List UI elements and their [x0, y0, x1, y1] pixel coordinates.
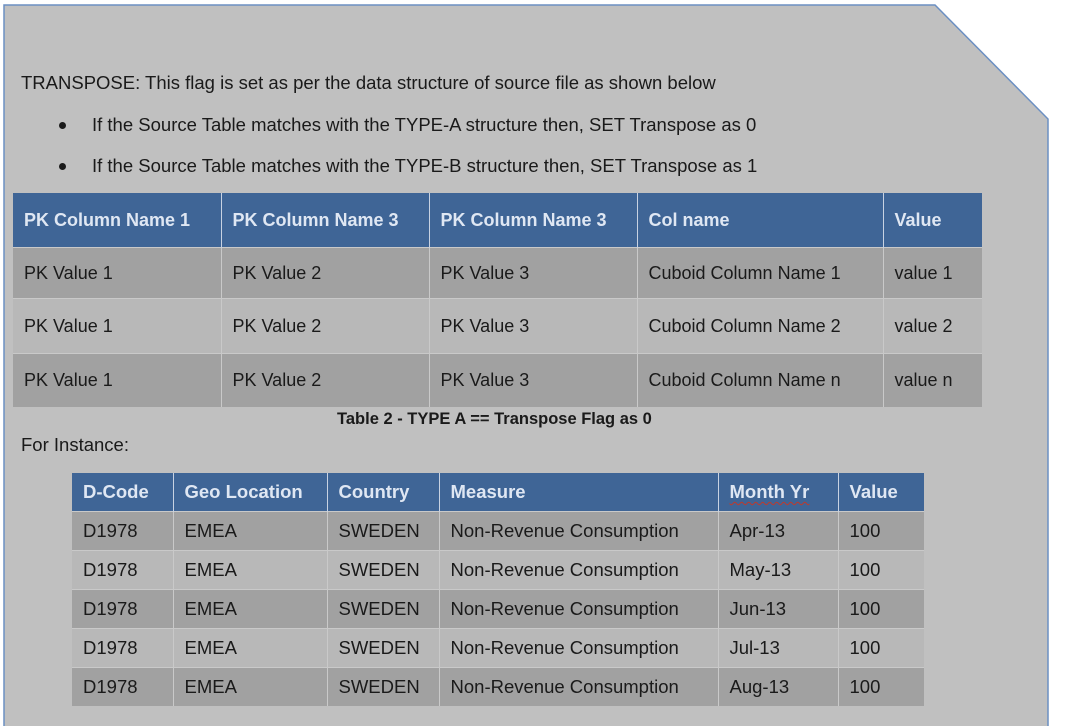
table-cell: Non-Revenue Consumption	[439, 667, 719, 706]
table-cell: PK Value 1	[13, 298, 222, 354]
table-cell: EMEA	[173, 667, 328, 706]
table-row: D1978 EMEA SWEDEN Non-Revenue Consumptio…	[72, 628, 924, 668]
table-cell: 100	[838, 511, 924, 551]
table-cell: D1978	[72, 550, 174, 590]
table-cell: Non-Revenue Consumption	[439, 628, 719, 668]
column-header: PK Column Name 1	[13, 193, 222, 248]
table-row: D1978 EMEA SWEDEN Non-Revenue Consumptio…	[72, 589, 924, 629]
table-cell: Jun-13	[718, 589, 839, 629]
column-header: Col name	[637, 193, 884, 248]
table-cell: Cuboid Column Name 2	[637, 298, 884, 354]
column-header: Month Yr	[718, 473, 839, 512]
table-header-row: D-Code Geo Location Country Measure Mont…	[72, 473, 924, 512]
bullet-dot-icon	[59, 163, 66, 170]
table-row: PK Value 1 PK Value 2 PK Value 3 Cuboid …	[13, 353, 982, 407]
column-header: PK Column Name 3	[221, 193, 430, 248]
table-cell: value n	[883, 353, 982, 407]
table-cell: Jul-13	[718, 628, 839, 668]
column-header: Value	[883, 193, 982, 248]
table-row: D1978 EMEA SWEDEN Non-Revenue Consumptio…	[72, 667, 924, 706]
column-header: Geo Location	[173, 473, 328, 512]
table-cell: EMEA	[173, 628, 328, 668]
table-cell: PK Value 3	[429, 298, 638, 354]
table-cell: D1978	[72, 589, 174, 629]
column-header: PK Column Name 3	[429, 193, 638, 248]
table-cell: 100	[838, 628, 924, 668]
bullet-text: If the Source Table matches with the TYP…	[92, 155, 758, 176]
table-cell: D1978	[72, 511, 174, 551]
example-table: D-Code Geo Location Country Measure Mont…	[72, 473, 924, 706]
table-caption: Table 2 - TYPE A == Transpose Flag as 0	[337, 410, 652, 428]
table-cell: PK Value 3	[429, 353, 638, 407]
column-header: Measure	[439, 473, 719, 512]
table-cell: PK Value 1	[13, 353, 222, 407]
table-cell: SWEDEN	[327, 589, 440, 629]
bullet-dot-icon	[59, 122, 66, 129]
table-cell: 100	[838, 550, 924, 590]
table-cell: D1978	[72, 628, 174, 668]
table-cell: May-13	[718, 550, 839, 590]
column-header: Value	[838, 473, 924, 512]
table-cell: PK Value 1	[13, 247, 222, 299]
table-cell: EMEA	[173, 589, 328, 629]
column-header: D-Code	[72, 473, 174, 512]
table-cell: D1978	[72, 667, 174, 706]
table-cell: PK Value 2	[221, 247, 430, 299]
column-header: Country	[327, 473, 440, 512]
table-cell: 100	[838, 667, 924, 706]
table-row: D1978 EMEA SWEDEN Non-Revenue Consumptio…	[72, 550, 924, 590]
bullet-text: If the Source Table matches with the TYP…	[92, 114, 757, 135]
transpose-intro-text: TRANSPOSE: This flag is set as per the d…	[21, 72, 716, 93]
table-cell: PK Value 2	[221, 353, 430, 407]
table-cell: 100	[838, 589, 924, 629]
table-cell: PK Value 2	[221, 298, 430, 354]
table-cell: SWEDEN	[327, 667, 440, 706]
table-cell: PK Value 3	[429, 247, 638, 299]
month-yr-header-text: Month Yr	[729, 481, 810, 502]
table-cell: Non-Revenue Consumption	[439, 550, 719, 590]
for-instance-label: For Instance:	[21, 434, 129, 455]
table-header-row: PK Column Name 1 PK Column Name 3 PK Col…	[13, 193, 982, 248]
table-cell: Cuboid Column Name 1	[637, 247, 884, 299]
table-cell: SWEDEN	[327, 511, 440, 551]
table-cell: Aug-13	[718, 667, 839, 706]
table-row: PK Value 1 PK Value 2 PK Value 3 Cuboid …	[13, 298, 982, 354]
table-cell: SWEDEN	[327, 550, 440, 590]
table-row: D1978 EMEA SWEDEN Non-Revenue Consumptio…	[72, 511, 924, 551]
type-a-table: PK Column Name 1 PK Column Name 3 PK Col…	[13, 193, 982, 407]
table-cell: EMEA	[173, 511, 328, 551]
table-cell: Apr-13	[718, 511, 839, 551]
table-cell: Non-Revenue Consumption	[439, 589, 719, 629]
table-cell: EMEA	[173, 550, 328, 590]
table-cell: value 2	[883, 298, 982, 354]
table-cell: value 1	[883, 247, 982, 299]
table-cell: SWEDEN	[327, 628, 440, 668]
table-row: PK Value 1 PK Value 2 PK Value 3 Cuboid …	[13, 247, 982, 299]
table-cell: Non-Revenue Consumption	[439, 511, 719, 551]
table-cell: Cuboid Column Name n	[637, 353, 884, 407]
